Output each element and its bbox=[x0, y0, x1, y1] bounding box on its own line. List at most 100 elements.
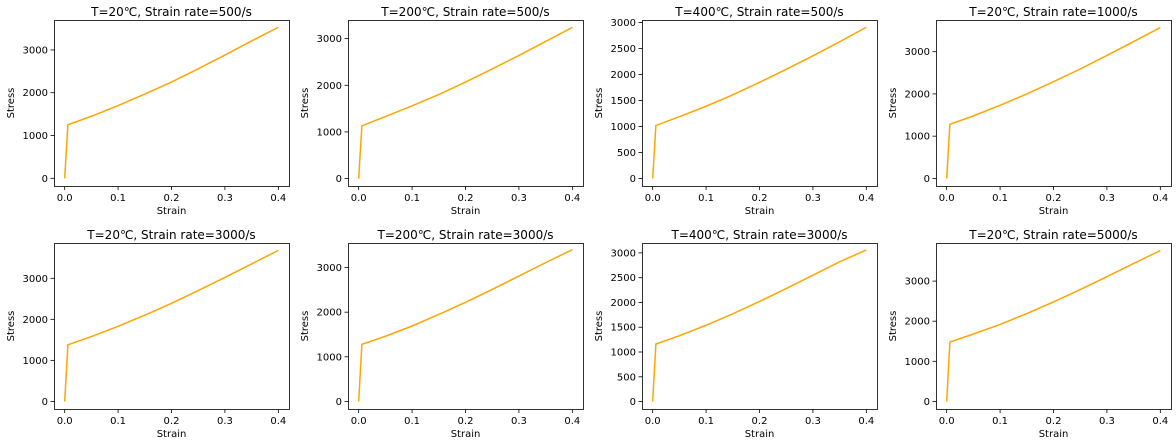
x-tick-label: 0.1 bbox=[404, 193, 420, 204]
y-tick-label: 1000 bbox=[23, 131, 48, 142]
subplot-8: 0.0 0.1 0.2 0.3 0.4 0 1000 2000 3000 T=20℃, Strai… bbox=[888, 228, 1172, 440]
y-tick-label: 0 bbox=[924, 174, 930, 185]
x-tick-label: 0.2 bbox=[1046, 416, 1062, 427]
x-tick-label: 0.3 bbox=[805, 416, 821, 427]
x-tick-label: 0.2 bbox=[752, 193, 768, 204]
subplot-title: T=20℃, Strain rate=500/s bbox=[90, 5, 252, 19]
series-line-1 bbox=[357, 249, 573, 402]
y-tick-label: 3000 bbox=[23, 274, 48, 285]
y-tick-label: 3000 bbox=[317, 263, 342, 274]
x-tick-label: 0.1 bbox=[992, 193, 1008, 204]
subplot-3: 0.0 0.1 0.2 0.3 0.4 0 500 1000 1500 2000 2500 3000 T… bbox=[594, 5, 878, 217]
x-tick-label: 0.0 bbox=[645, 416, 661, 427]
y-tick-label: 0 bbox=[42, 174, 48, 185]
x-tick-label: 0.2 bbox=[164, 193, 180, 204]
y-axis-label: Stress bbox=[6, 311, 17, 342]
x-tick-label: 0.1 bbox=[404, 416, 420, 427]
x-axis-label: Strain bbox=[1039, 206, 1069, 217]
y-tick-label: 2000 bbox=[611, 298, 636, 309]
x-tick-label: 0.4 bbox=[564, 193, 580, 204]
y-tick-label: 2000 bbox=[905, 89, 930, 100]
y-tick-label: 0 bbox=[336, 397, 342, 408]
y-axis-label: Stress bbox=[300, 88, 311, 119]
y-tick-label: 3000 bbox=[611, 18, 636, 29]
subplot-title: T=400℃, Strain rate=500/s bbox=[674, 5, 843, 19]
y-tick-label: 0 bbox=[336, 174, 342, 185]
y-tick-label: 1000 bbox=[317, 127, 342, 138]
subplot-1: 0.0 0.1 0.2 0.3 0.4 0 1000 2000 3000 T=20℃, Strai… bbox=[6, 5, 290, 217]
x-tick-label: 0.0 bbox=[351, 193, 367, 204]
x-tick-label: 0.2 bbox=[164, 416, 180, 427]
x-tick-label: 0.4 bbox=[564, 416, 580, 427]
y-tick-label: 1000 bbox=[905, 357, 930, 368]
x-tick-label: 0.4 bbox=[1152, 416, 1168, 427]
y-axis-label: Stress bbox=[888, 88, 899, 119]
y-tick-label: 2500 bbox=[611, 44, 636, 55]
x-tick-label: 0.0 bbox=[939, 193, 955, 204]
axes-frame bbox=[348, 20, 584, 187]
y-tick-label: 1000 bbox=[611, 122, 636, 133]
series-line-1 bbox=[945, 249, 1161, 402]
axes-frame bbox=[54, 243, 290, 410]
y-tick-label: 2000 bbox=[23, 88, 48, 99]
x-tick-label: 0.1 bbox=[992, 416, 1008, 427]
x-tick-label: 0.1 bbox=[110, 416, 126, 427]
series-line-1 bbox=[651, 26, 867, 179]
x-axis-label: Strain bbox=[1039, 429, 1069, 440]
x-axis-label: Strain bbox=[157, 206, 187, 217]
y-axis-label: Stress bbox=[6, 88, 17, 119]
x-axis-label: Strain bbox=[745, 206, 775, 217]
x-tick-label: 0.4 bbox=[270, 416, 286, 427]
subplot-title: T=200℃, Strain rate=500/s bbox=[380, 5, 549, 19]
subplot-4: 0.0 0.1 0.2 0.3 0.4 0 1000 2000 3000 T=20℃, Strai… bbox=[888, 5, 1172, 217]
x-axis-label: Strain bbox=[745, 429, 775, 440]
x-tick-label: 0.1 bbox=[698, 416, 714, 427]
y-tick-label: 500 bbox=[617, 148, 636, 159]
x-tick-label: 0.4 bbox=[270, 193, 286, 204]
y-axis-label: Stress bbox=[594, 311, 605, 342]
y-tick-label: 1000 bbox=[611, 348, 636, 359]
y-tick-label: 3000 bbox=[905, 47, 930, 58]
axes-frame bbox=[642, 20, 878, 187]
x-tick-label: 0.3 bbox=[1099, 416, 1115, 427]
y-tick-label: 500 bbox=[617, 372, 636, 383]
x-tick-label: 0.0 bbox=[939, 416, 955, 427]
y-tick-label: 1500 bbox=[611, 96, 636, 107]
axes-frame bbox=[54, 20, 290, 187]
y-tick-label: 2500 bbox=[611, 273, 636, 284]
x-tick-label: 0.3 bbox=[217, 193, 233, 204]
axes-frame bbox=[936, 243, 1172, 410]
x-tick-label: 0.3 bbox=[217, 416, 233, 427]
x-tick-label: 0.3 bbox=[1099, 193, 1115, 204]
y-tick-label: 2000 bbox=[611, 70, 636, 81]
x-tick-label: 0.3 bbox=[511, 193, 527, 204]
y-tick-label: 0 bbox=[630, 397, 636, 408]
y-tick-label: 0 bbox=[924, 397, 930, 408]
subplot-title: T=20℃, Strain rate=3000/s bbox=[86, 228, 255, 242]
y-tick-label: 0 bbox=[630, 174, 636, 185]
x-axis-label: Strain bbox=[451, 206, 481, 217]
x-tick-label: 0.0 bbox=[57, 193, 73, 204]
x-tick-label: 0.1 bbox=[698, 193, 714, 204]
y-tick-label: 2000 bbox=[23, 315, 48, 326]
x-tick-label: 0.2 bbox=[458, 193, 474, 204]
y-tick-label: 3000 bbox=[611, 248, 636, 259]
y-tick-label: 3000 bbox=[23, 45, 48, 56]
y-tick-label: 2000 bbox=[317, 308, 342, 319]
x-tick-label: 0.0 bbox=[351, 416, 367, 427]
y-tick-label: 2000 bbox=[905, 317, 930, 328]
x-tick-label: 0.4 bbox=[1152, 193, 1168, 204]
x-tick-label: 0.0 bbox=[645, 193, 661, 204]
subplot-6: 0.0 0.1 0.2 0.3 0.4 0 1000 2000 3000 T=200℃, Stra… bbox=[300, 228, 584, 440]
x-tick-label: 0.3 bbox=[511, 416, 527, 427]
y-axis-label: Stress bbox=[300, 311, 311, 342]
x-tick-label: 0.2 bbox=[752, 416, 768, 427]
x-tick-label: 0.0 bbox=[57, 416, 73, 427]
y-tick-label: 1000 bbox=[23, 356, 48, 367]
series-line-1 bbox=[63, 249, 279, 402]
subplot-title: T=200℃, Strain rate=3000/s bbox=[376, 228, 553, 242]
y-tick-label: 0 bbox=[42, 397, 48, 408]
subplot-5: 0.0 0.1 0.2 0.3 0.4 0 1000 2000 3000 T=20℃, Strai… bbox=[6, 228, 290, 440]
series-line-1 bbox=[63, 26, 279, 179]
